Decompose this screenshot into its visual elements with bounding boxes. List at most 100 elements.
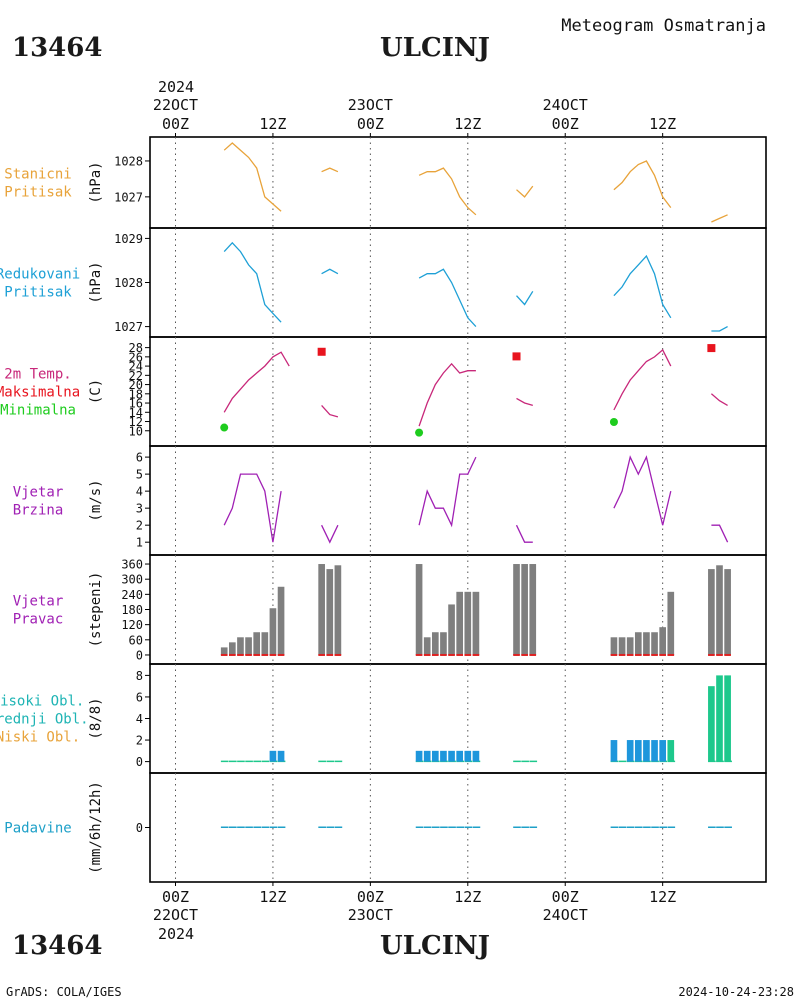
- y-axis-unit: (m/s): [88, 479, 104, 521]
- cloud-bar: [415, 750, 423, 762]
- series-line: [613, 455, 672, 526]
- precip-baseline: [448, 826, 456, 828]
- tmin-marker: [609, 417, 618, 426]
- y-tick-label: 12: [129, 415, 143, 429]
- bottom-tick-label-time: 00Z: [552, 888, 579, 906]
- precip-baseline: [237, 826, 245, 828]
- bottom-tick-label-time: 00Z: [162, 888, 189, 906]
- y-tick-label: 0: [136, 821, 143, 835]
- wind-direction-bar: [448, 604, 455, 655]
- cloud-bar: [423, 750, 431, 762]
- cloud-bar: [440, 750, 447, 762]
- panel-label: Srednji Obl.: [0, 712, 89, 728]
- panels: 10271028(hPa)StanicniPritisak10271028102…: [0, 136, 767, 883]
- precip-baseline: [326, 826, 335, 828]
- wind-direction-bar: [415, 564, 423, 655]
- cloud-bar: [716, 675, 723, 762]
- wind-direction-base: [269, 653, 277, 656]
- cloud-bar: [667, 740, 675, 762]
- precip-baseline: [431, 826, 440, 828]
- precip-baseline: [253, 826, 262, 828]
- wind-direction-bar: [456, 591, 464, 655]
- wind-direction-bar: [724, 569, 731, 655]
- series-line: [321, 404, 339, 418]
- cloud-baseline: [521, 760, 529, 763]
- precip-baseline: [521, 826, 529, 828]
- wind-direction-bar: [229, 642, 236, 655]
- precip-baseline: [220, 826, 229, 828]
- series-line: [223, 241, 282, 323]
- bottom-year-label: 2024: [158, 925, 194, 943]
- wind-direction-bar: [659, 627, 666, 655]
- tmax-marker: [707, 344, 716, 353]
- precip-baseline: [472, 826, 481, 828]
- y-tick-label: 22: [129, 369, 143, 383]
- tmin-marker: [415, 428, 424, 437]
- panel-wind_speed: 1 2 3 4 5 6 (m/s) Vjetar Brzina: [13, 445, 767, 556]
- precip-baseline: [269, 826, 278, 828]
- panel-label: Minimalna: [0, 403, 76, 419]
- series-line: [613, 160, 672, 208]
- precip-baseline: [334, 826, 343, 828]
- series-line: [418, 167, 477, 216]
- wind-direction-bar: [237, 637, 244, 655]
- y-tick-label: 16: [129, 397, 143, 411]
- wind-direction-base: [423, 653, 431, 656]
- wind-direction-bar: [610, 637, 618, 655]
- cloud-bar: [464, 750, 472, 762]
- precip-baseline: [626, 826, 635, 828]
- y-axis-unit: (stepeni): [88, 572, 104, 648]
- top-tick-label-date: 23OCT: [348, 96, 393, 114]
- precip-baseline: [643, 826, 651, 828]
- top-tick-label-time: 12Z: [649, 115, 676, 133]
- wind-direction-base: [464, 653, 472, 656]
- bottom-tick-label-time: 12Z: [259, 888, 286, 906]
- tmax-marker: [512, 352, 521, 361]
- wind-direction-base: [318, 653, 325, 656]
- wind-direction-base: [277, 653, 285, 656]
- y-tick-label: 300: [121, 573, 143, 587]
- panel-label: Visoki Obl.: [0, 694, 84, 710]
- cloud-baseline: [618, 760, 627, 763]
- panel-frame: [149, 336, 767, 447]
- wind-direction-bar: [326, 569, 334, 655]
- wind-direction-base: [610, 653, 618, 656]
- precip-baseline: [440, 826, 448, 828]
- y-axis-unit: (hPa): [88, 161, 104, 203]
- panel-label: Brzina: [13, 503, 64, 519]
- grads-credit: GrADS: COLA/IGES: [6, 985, 122, 999]
- wind-direction-base: [521, 653, 528, 656]
- cloud-baseline: [326, 760, 335, 763]
- series-line: [418, 268, 477, 328]
- panel-label: Niski Obl.: [0, 730, 80, 746]
- panel-clouds: 0 2 4 6 8 (8/8)Visoki Obl. Srednji Obl. Niski O…: [0, 663, 767, 774]
- bottom-tick-label-time: 12Z: [649, 888, 676, 906]
- wind-direction-base: [634, 653, 642, 656]
- top-tick-label-time: 00Z: [552, 115, 579, 133]
- precip-baseline: [464, 826, 473, 828]
- wind-direction-base: [716, 653, 723, 656]
- y-tick-label: 0: [136, 755, 143, 769]
- panel-label: Maksimalna: [0, 385, 80, 401]
- y-tick-label: 4: [136, 485, 143, 499]
- y-tick-label: 1028: [114, 276, 143, 290]
- panel-frame: [149, 445, 767, 556]
- wind-direction-base: [472, 653, 480, 656]
- y-tick-label: 1027: [114, 190, 143, 204]
- wind-direction-bar: [277, 586, 285, 655]
- wind-direction-bar: [529, 564, 537, 655]
- bottom-tick-label-date: 24OCT: [543, 906, 588, 924]
- panel-label: Pravac: [13, 612, 64, 628]
- wind-direction-bar: [513, 564, 520, 655]
- panel-label: Redukovani: [0, 267, 80, 283]
- wind-direction-base: [651, 653, 658, 656]
- y-tick-label: 26: [129, 350, 143, 364]
- top-tick-label-date: 22OCT: [153, 96, 198, 114]
- y-tick-label: 8: [136, 669, 143, 683]
- cloud-baseline: [245, 760, 253, 763]
- top-tick-label-date: 24OCT: [543, 96, 588, 114]
- panel-label: Vjetar: [13, 485, 64, 501]
- series-line: [711, 326, 728, 332]
